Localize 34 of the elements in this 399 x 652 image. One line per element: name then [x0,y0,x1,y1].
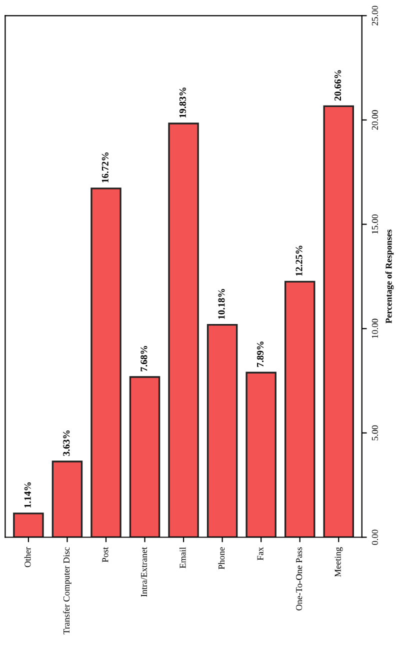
data-label: 7.89% [256,342,264,367]
x-tick-label: Email [179,547,186,568]
x-tick-label: Fax [257,547,264,560]
bar [284,280,316,538]
x-tick-label: Transfer Computer Disc [63,547,72,634]
x-tick-label: Intra/Extranet [140,547,148,597]
data-label: 16.72% [102,152,108,182]
y-tick-label: 5.00 [372,425,378,440]
bar [206,324,238,538]
data-label: 10.18% [218,288,225,319]
data-label: 3.63% [63,430,70,456]
y-tick-label: 20.00 [372,110,378,130]
data-label: 20.66% [334,70,342,101]
y-axis-title: Percentage of Responses [385,230,394,324]
bar [90,188,122,538]
x-tick-label: Other [24,547,31,568]
y-tick-label: 10.00 [372,318,378,338]
bar [246,372,276,538]
y-tick-label: 0.00 [372,530,378,545]
bar [323,105,354,538]
data-label: 12.25% [296,246,302,276]
bar [52,460,83,538]
bar [129,376,160,538]
x-tick-label: One-To-One Pass [296,547,302,610]
x-tick-label: Post [102,547,108,562]
y-tick-label: 15.00 [372,214,378,234]
y-tick-label: 25.00 [372,6,378,26]
bar [13,512,44,538]
data-label: 1.14% [24,482,31,508]
data-label: 19.83% [179,88,186,118]
bar [168,122,199,538]
x-tick-label: Meeting [334,547,343,577]
x-tick-label: Phone [218,547,225,570]
data-label: 7.68% [140,346,148,372]
